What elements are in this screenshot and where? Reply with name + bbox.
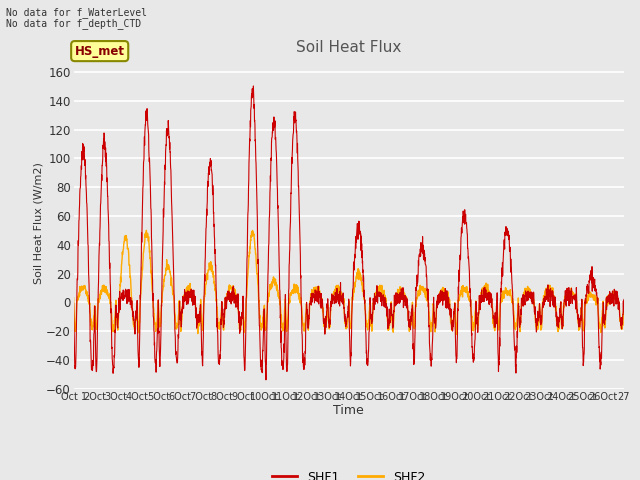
Line: SHF2: SHF2 <box>74 230 624 335</box>
Legend: SHF1, SHF2: SHF1, SHF2 <box>267 466 431 480</box>
SHF1 <box>156 364 164 370</box>
SHF1 <box>70 300 77 306</box>
SHF2 <box>452 332 460 337</box>
SHF1 <box>381 305 389 311</box>
SHF1 <box>250 83 257 89</box>
Text: No data for f_WaterLevel: No data for f_WaterLevel <box>6 7 147 18</box>
Text: No data for f_depth_CTD: No data for f_depth_CTD <box>6 18 141 29</box>
SHF2 <box>314 291 322 297</box>
SHF2 <box>381 295 389 301</box>
SHF1 <box>559 321 566 327</box>
SHF1 <box>315 296 323 302</box>
SHF2 <box>575 321 582 326</box>
SHF2 <box>559 324 566 330</box>
SHF2 <box>620 302 628 308</box>
SHF2 <box>143 228 150 233</box>
SHF1 <box>575 320 582 325</box>
SHF2 <box>348 301 356 307</box>
SHF1 <box>348 300 356 306</box>
SHF2 <box>70 295 77 301</box>
Y-axis label: Soil Heat Flux (W/m2): Soil Heat Flux (W/m2) <box>33 162 44 284</box>
X-axis label: Time: Time <box>333 404 364 417</box>
Line: SHF1: SHF1 <box>74 86 624 380</box>
SHF1 <box>620 297 628 302</box>
Title: Soil Heat Flux: Soil Heat Flux <box>296 40 401 55</box>
SHF2 <box>156 324 164 330</box>
SHF1 <box>262 377 270 383</box>
Text: HS_met: HS_met <box>75 45 125 58</box>
